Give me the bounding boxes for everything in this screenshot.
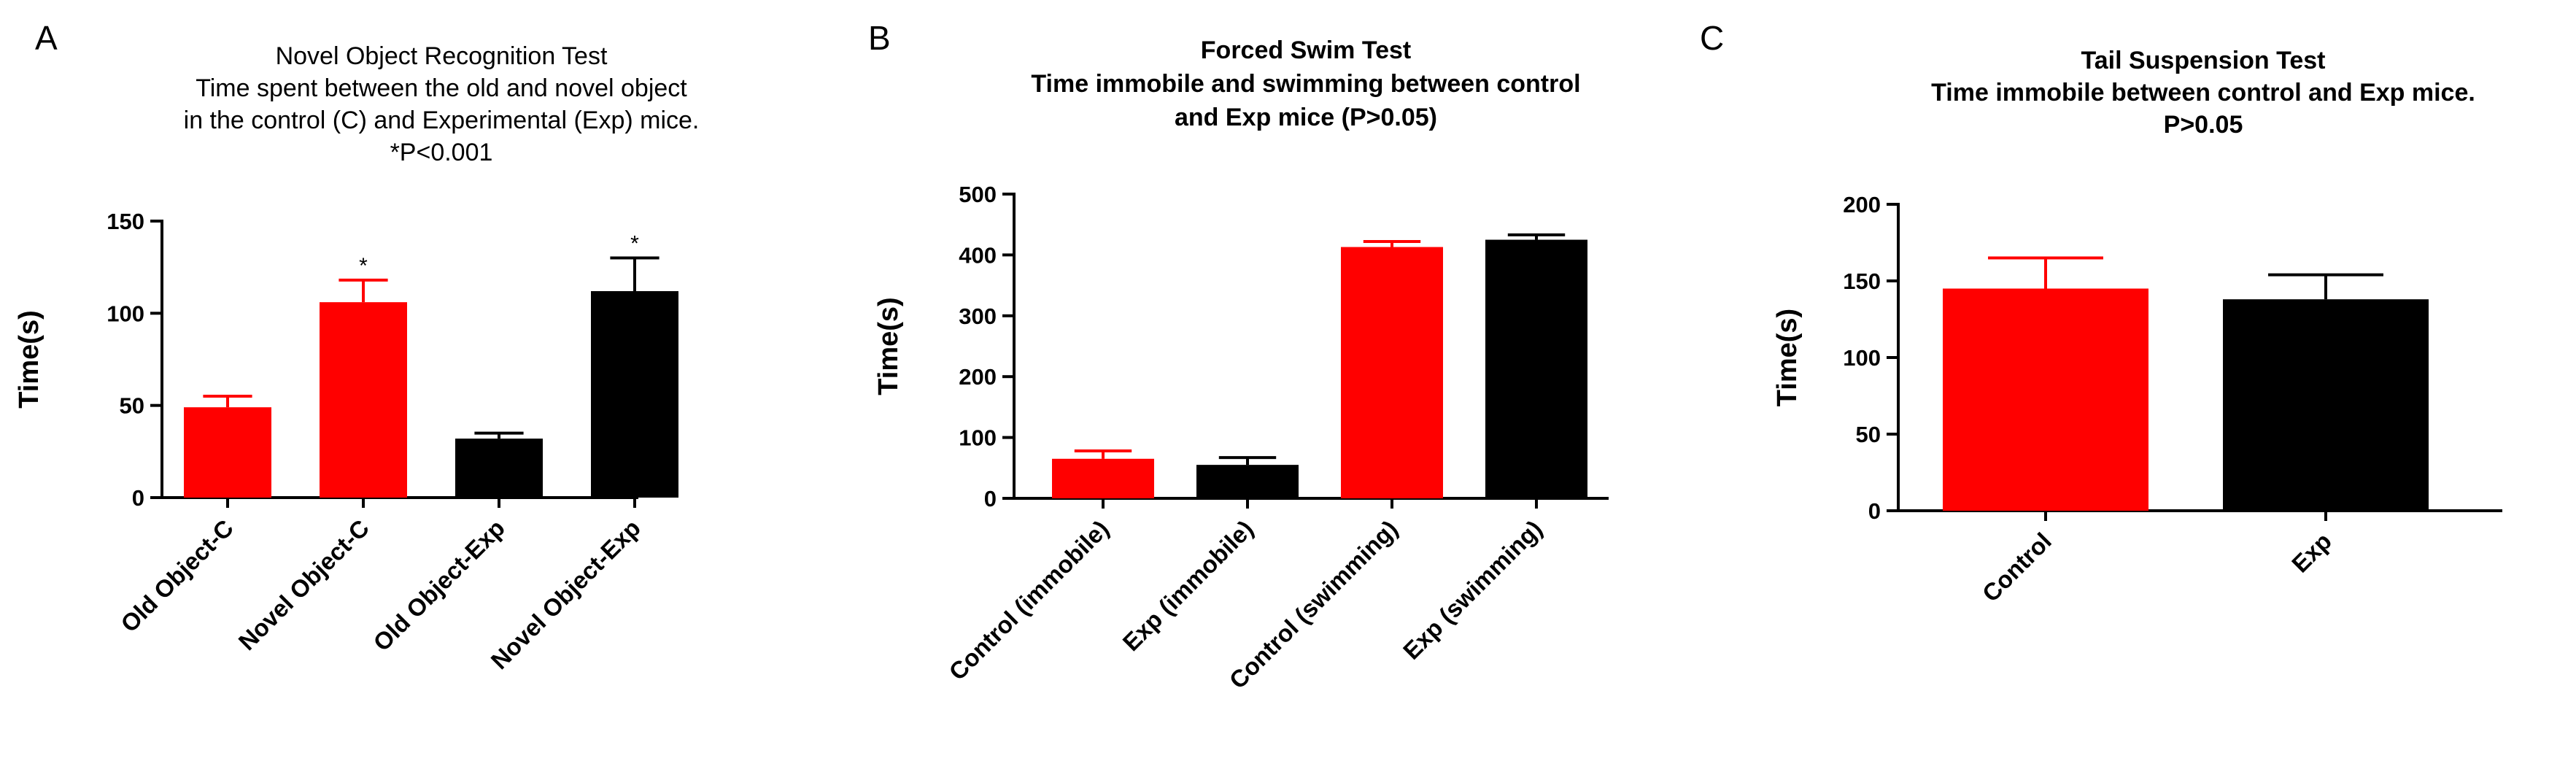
bar xyxy=(1943,288,2148,511)
y-tick-label: 400 xyxy=(959,242,997,268)
y-tick-label: 100 xyxy=(959,425,997,451)
panel-b: B Forced Swim Test Time immobile and swimm… xyxy=(868,19,1609,694)
y-axis-label: Time(s) xyxy=(1772,309,1803,406)
bar xyxy=(1052,458,1154,498)
y-tick-label: 50 xyxy=(120,393,144,419)
chart-title-line: P>0.05 xyxy=(2164,111,2243,139)
panel-c: C Tail Suspension Test Time immobile betwe… xyxy=(1700,19,2502,607)
chart-title-line: Time immobile and swimming between contr… xyxy=(1031,70,1580,98)
bar xyxy=(455,439,543,498)
chart-title-line: Time immobile between control and Exp mi… xyxy=(1931,79,2475,107)
y-tick-label: 150 xyxy=(1843,269,1881,294)
y-axis-label: Time(s) xyxy=(14,310,45,408)
panel-label: C xyxy=(1700,19,1724,57)
chart-title-line: and Exp mice (P>0.05) xyxy=(1175,104,1437,131)
y-tick-label: 200 xyxy=(1843,192,1881,217)
chart-title-line: *P<0.001 xyxy=(390,139,493,166)
bar xyxy=(320,302,407,498)
x-category-label: Novel Object-Exp xyxy=(486,514,646,674)
y-tick-label: 100 xyxy=(107,301,144,326)
bar xyxy=(1341,247,1443,498)
y-tick-label: 300 xyxy=(959,304,997,329)
bar xyxy=(2223,299,2429,511)
x-category-label: Exp (swimming) xyxy=(1398,515,1547,665)
bar xyxy=(591,291,678,498)
panel-a: A Novel Object Recognition Test Time spent… xyxy=(14,19,699,674)
y-tick-label: 200 xyxy=(959,364,997,390)
panel-label: A xyxy=(35,19,58,57)
x-category-label: Old Object-C xyxy=(115,514,239,638)
y-tick-label: 100 xyxy=(1843,345,1881,371)
y-axis-label: Time(s) xyxy=(873,297,904,395)
chart-title-line: in the control (C) and Experimental (Exp… xyxy=(184,107,700,134)
chart-title-line: Forced Swim Test xyxy=(1201,36,1411,64)
x-category-label: Control (immobile) xyxy=(943,515,1114,686)
chart-title-line: Time spent between the old and novel obj… xyxy=(196,74,687,102)
significance-marker: * xyxy=(359,254,368,278)
y-tick-label: 0 xyxy=(984,486,997,511)
y-tick-label: 150 xyxy=(107,209,144,234)
panel-label: B xyxy=(868,19,891,57)
y-tick-label: 50 xyxy=(1856,422,1881,447)
chart-title-line: Novel Object Recognition Test xyxy=(276,42,608,70)
x-category-label: Control xyxy=(1977,528,2057,607)
chart-title-line: Tail Suspension Test xyxy=(2081,47,2325,74)
significance-marker: * xyxy=(630,232,639,256)
x-category-label: Old Object-Exp xyxy=(368,514,510,657)
x-category-label: Exp (immobile) xyxy=(1118,515,1258,656)
x-category-label: Exp xyxy=(2286,528,2337,578)
x-category-label: Novel Object-C xyxy=(233,514,374,655)
y-tick-label: 0 xyxy=(132,485,144,511)
bar xyxy=(1485,239,1587,498)
bar xyxy=(184,407,271,498)
y-tick-label: 500 xyxy=(959,182,997,207)
bar xyxy=(1196,465,1299,498)
y-tick-label: 0 xyxy=(1868,498,1881,524)
x-category-label: Control (swimming) xyxy=(1224,515,1403,694)
